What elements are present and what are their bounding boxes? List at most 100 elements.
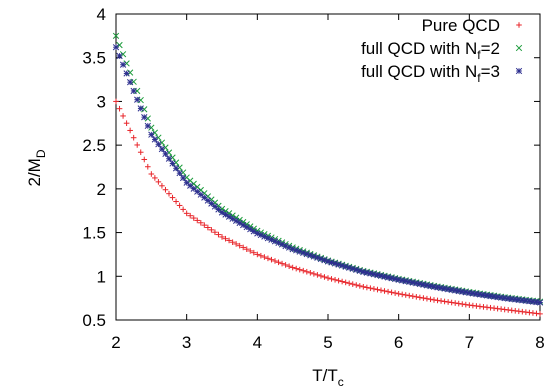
data-point [515, 44, 523, 52]
data-point [126, 79, 134, 86]
data-point [278, 241, 286, 248]
data-point [130, 87, 137, 95]
data-point [391, 275, 399, 283]
data-point [151, 136, 159, 143]
data-point [176, 169, 183, 177]
data-point [282, 242, 289, 250]
data-point [285, 244, 293, 251]
data-point [123, 70, 130, 77]
data-point [437, 284, 445, 292]
data-point [293, 247, 300, 254]
data-point [225, 213, 233, 220]
legend-label: Pure QCD [422, 16, 500, 35]
data-point [462, 289, 469, 296]
legend-label: full QCD with Nf=2 [361, 39, 500, 62]
data-point [363, 269, 371, 276]
x-axis-label-base: T/T [312, 366, 338, 385]
data-point [172, 165, 180, 172]
x-tick-label: 6 [394, 333, 403, 352]
y-tick-label: 3 [97, 92, 106, 111]
data-point [257, 231, 265, 239]
data-point [240, 221, 247, 229]
data-point [480, 291, 487, 299]
data-point [307, 252, 314, 259]
data-point [406, 278, 413, 286]
data-point [441, 285, 448, 292]
data-point [335, 261, 342, 268]
data-point [300, 249, 307, 257]
data-point [194, 188, 201, 195]
data-point [367, 270, 374, 277]
data-point [346, 264, 353, 271]
data-point [179, 174, 187, 182]
data-point [374, 271, 381, 279]
data-point [356, 267, 363, 275]
data-point [490, 293, 498, 300]
x-axis-label: T/Tc [312, 366, 344, 389]
data-point [459, 288, 466, 295]
data-point [261, 233, 268, 240]
data-point [204, 197, 212, 204]
data-point [473, 290, 480, 298]
data-point [158, 145, 166, 153]
data-point [236, 219, 243, 227]
data-point [423, 282, 431, 289]
data-point [123, 60, 130, 67]
data-point [409, 279, 416, 286]
data-point [476, 291, 484, 298]
legend-marker [516, 22, 522, 28]
data-point [155, 141, 162, 148]
data-point [141, 106, 148, 113]
y-tick-label: 3.5 [82, 49, 106, 68]
data-point [296, 248, 303, 255]
data-point [483, 292, 491, 299]
data-point [229, 215, 236, 222]
data-point [388, 275, 395, 282]
y-tick-label: 0.5 [82, 311, 106, 330]
data-point [321, 257, 328, 264]
x-tick-label: 8 [535, 333, 544, 352]
data-point [116, 52, 123, 60]
data-point [416, 280, 424, 288]
data-point [338, 262, 346, 269]
data-point [165, 149, 173, 156]
data-point [218, 209, 226, 216]
data-point [254, 230, 261, 237]
data-point [420, 281, 427, 288]
data-point [487, 292, 494, 300]
data-point [349, 265, 356, 272]
data-point [162, 150, 169, 158]
data-point [190, 185, 197, 192]
data-point [141, 114, 148, 121]
data-point [342, 263, 349, 270]
legend-marker [515, 67, 523, 75]
data-point [314, 254, 321, 261]
data-point [399, 277, 406, 284]
data-point [466, 289, 473, 297]
x-axis-label-sub: c [338, 375, 344, 389]
data-point [494, 293, 501, 301]
y-tick-label: 2 [97, 180, 106, 199]
data-point [353, 266, 360, 273]
data-point [134, 96, 141, 103]
data-point [384, 274, 392, 281]
data-point [455, 287, 462, 295]
y-axis-label: 2/MD [25, 149, 48, 186]
x-tick-label: 7 [465, 333, 474, 352]
data-point [144, 122, 151, 130]
y-tick-label: 1.5 [82, 224, 106, 243]
data-point [119, 61, 127, 68]
data-point [112, 32, 120, 40]
x-tick-label: 2 [111, 333, 120, 352]
data-point [169, 160, 176, 167]
data-point [377, 272, 385, 280]
y-tick-label: 4 [97, 5, 106, 24]
data-point [303, 250, 310, 258]
data-point [310, 253, 318, 260]
series-1 [113, 98, 543, 317]
data-point [370, 271, 378, 278]
series-3 [112, 44, 544, 306]
data-point [324, 258, 332, 265]
data-point [112, 44, 120, 51]
